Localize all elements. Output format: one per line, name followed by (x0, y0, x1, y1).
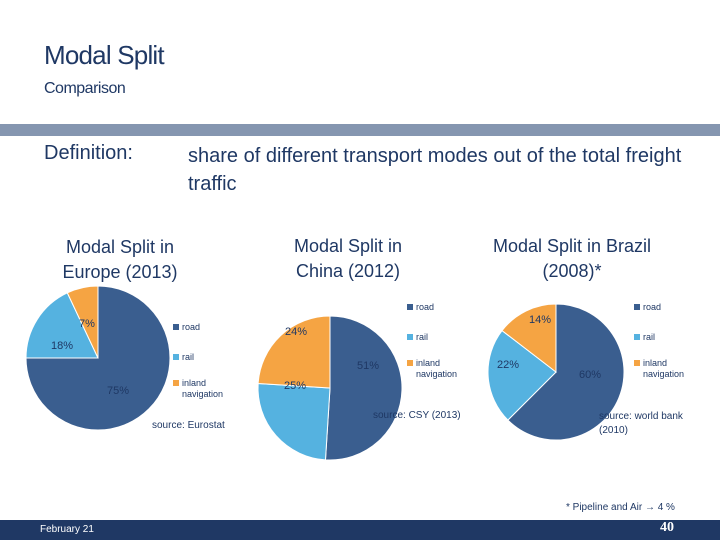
footer-date: February 21 (40, 524, 94, 535)
europe-chart-title: Modal Split in Europe (2013) (62, 237, 178, 282)
brazil-pct-label-rail: 22% (497, 359, 519, 371)
europe-source-note: source: Eurostat (152, 420, 225, 431)
europe-slice-rail (25, 292, 99, 359)
europe-legend-label-inland: inland navigation (182, 378, 223, 399)
brazil-legend-label-rail: rail (643, 332, 655, 342)
brazil-legend-swatch-road (634, 304, 640, 310)
brazil-legend-swatch-rail (634, 334, 640, 340)
china-chart-title: Modal Split in China (2012) (293, 236, 403, 281)
brazil-legend-swatch-inland (634, 360, 640, 366)
china-legend-swatch-rail (407, 334, 413, 340)
china-legend-label-rail: rail (416, 332, 428, 342)
europe-pct-label-rail: 18% (51, 340, 73, 352)
china-legend-label-inland: inland navigation (416, 358, 457, 379)
brazil-slice-inland (501, 303, 557, 374)
china-legend-label-road: road (416, 302, 434, 312)
brazil-pct-label-road: 60% (579, 369, 601, 381)
china-pct-label-road: 51% (357, 360, 379, 372)
page-subtitle: Comparison (44, 80, 126, 97)
europe-legend-swatch-rail (173, 354, 179, 360)
europe-pct-label-road: 75% (107, 385, 129, 397)
page-title: Modal Split (44, 40, 165, 70)
definition-label: Definition: (44, 142, 133, 164)
footnote: * Pipeline and Air → 4 % (566, 502, 675, 513)
china-legend-swatch-road (407, 304, 413, 310)
europe-legend-swatch-road (173, 324, 179, 330)
china-source-note: source: CSY (2013) (373, 410, 461, 421)
brazil-chart-title: Modal Split in Brazil (2008)* (492, 236, 652, 281)
china-slice-rail (257, 382, 331, 461)
footer-bar (0, 520, 720, 540)
china-legend-swatch-inland (407, 360, 413, 366)
brazil-legend-label-inland: inland navigation (643, 358, 684, 379)
brazil-pct-label-inland: 14% (529, 314, 551, 326)
brazil-slice-road (507, 303, 625, 441)
brazil-slice-rail (487, 329, 557, 421)
europe-legend-swatch-inland (173, 380, 179, 386)
brazil-legend-label-road: road (643, 302, 661, 312)
europe-legend-label-road: road (182, 322, 200, 332)
europe-pct-label-inland: 7% (79, 318, 95, 330)
china-pct-label-rail: 25% (284, 380, 306, 392)
brazil-source-note: source: world bank (2010) (599, 411, 683, 436)
header-divider-bar (0, 124, 720, 136)
europe-legend-label-rail: rail (182, 352, 194, 362)
europe-slice-inland (66, 285, 99, 359)
china-slice-road (324, 315, 403, 461)
china-slice-inland (257, 315, 331, 389)
definition-text: share of different transport modes out o… (188, 145, 682, 195)
page-number: 40 (660, 520, 674, 535)
china-pct-label-inland: 24% (285, 326, 307, 338)
